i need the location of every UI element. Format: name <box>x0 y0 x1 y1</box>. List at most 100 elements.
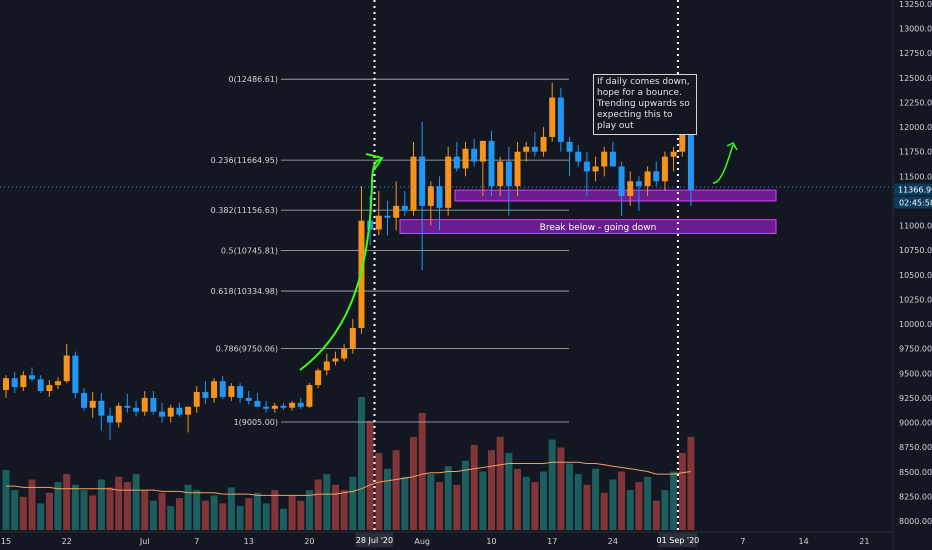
candle <box>653 161 660 187</box>
fibonacci-retracement[interactable]: 0(12486.61) 0.236(11664.95) 0.382(11156.63… <box>211 75 569 427</box>
candle-body <box>245 397 252 401</box>
candle-body <box>488 140 495 187</box>
price-tick-label: 8500.00 <box>899 468 932 477</box>
price-tick-label: 10250.00 <box>899 295 932 304</box>
candle <box>263 400 270 413</box>
volume-bar <box>11 490 19 530</box>
candle <box>479 140 486 197</box>
candle-body <box>289 402 296 408</box>
candle <box>107 407 114 441</box>
price-tick-label: 9750.00 <box>899 345 932 354</box>
price-tick-label: 10750.00 <box>899 246 932 255</box>
annotation-note[interactable]: If daily comes down, hope for a bounce. … <box>593 74 697 135</box>
candle-body <box>46 385 53 392</box>
volume-bar <box>141 490 149 530</box>
candle <box>505 146 512 216</box>
candle-body <box>29 375 36 380</box>
time-axis[interactable]: 15 22 Jul 7 13 20 Aug 10 17 24 7 14 21 28 Jul '20 01 S… <box>0 531 893 550</box>
volume-bar <box>54 482 62 530</box>
candle <box>193 386 200 413</box>
candle <box>323 353 330 376</box>
volume-bar <box>410 436 417 530</box>
zones[interactable]: Break below - going down <box>399 189 777 234</box>
time-tick-label: 20 <box>304 537 314 546</box>
candle <box>55 377 62 390</box>
volume-bar <box>323 474 331 530</box>
volume-bar <box>305 490 313 530</box>
volume-bar <box>358 397 365 530</box>
volume-bar <box>392 450 400 530</box>
candle-body <box>479 140 486 162</box>
candle <box>211 378 218 403</box>
volume-bar <box>245 498 253 530</box>
candle-body <box>375 215 382 230</box>
candle <box>341 343 348 362</box>
candle-body <box>618 166 625 197</box>
candle <box>375 191 382 236</box>
volume-bar <box>488 450 495 530</box>
volume-bar <box>566 463 573 530</box>
candle-body <box>349 327 356 349</box>
candle-body <box>115 405 122 423</box>
candle <box>271 402 278 413</box>
candle <box>254 392 261 407</box>
candle <box>167 404 174 423</box>
candle-body <box>323 361 330 371</box>
green-arrow-large-head <box>365 153 384 171</box>
candle <box>289 400 296 411</box>
candle-body <box>185 406 192 415</box>
candle <box>401 191 408 216</box>
volume-bar <box>219 503 227 530</box>
volume-bar <box>45 492 53 530</box>
candle-body <box>540 136 547 152</box>
candle-body <box>228 386 235 397</box>
fib-level-label: 0.5(10745.81) <box>221 247 278 256</box>
zone-rect <box>454 189 777 202</box>
volume-bar <box>384 468 391 530</box>
price-axis[interactable]: 13250.00 13000.00 12750.00 12500.00 12250.00… <box>892 0 932 550</box>
candle-body <box>219 381 226 397</box>
time-tick-label: 7 <box>740 537 745 546</box>
price-tick-label: 13000.00 <box>899 25 932 34</box>
candle <box>540 127 547 157</box>
volume-bar <box>479 471 487 530</box>
candle-body <box>72 355 79 393</box>
highlighted-date-box <box>658 533 697 547</box>
volume-bar <box>644 476 652 530</box>
volume-bar <box>175 498 183 530</box>
candles[interactable] <box>3 82 694 441</box>
candle <box>393 181 400 231</box>
price-tick-label: 10000.00 <box>899 320 932 329</box>
volume-bar <box>262 503 270 530</box>
candle-body <box>55 381 62 386</box>
candle <box>159 402 166 423</box>
candle-body <box>653 171 660 182</box>
volume-bar <box>592 468 600 530</box>
volume-bar <box>462 460 469 530</box>
time-tick-label: 15 <box>1 537 11 546</box>
time-tick-label: 24 <box>608 537 618 546</box>
candle <box>46 380 53 397</box>
volume-bar <box>436 482 443 530</box>
volume-bar <box>505 452 513 530</box>
volume-bar <box>427 474 435 530</box>
fib-level-label: 0(12486.61) <box>228 75 278 84</box>
time-tick-label: 17 <box>547 537 557 546</box>
time-tick-label: Aug <box>414 537 430 546</box>
volume-bar <box>609 479 617 530</box>
candle-body <box>20 375 27 388</box>
countdown-box <box>894 196 932 209</box>
candle-body <box>419 156 426 206</box>
candle-body <box>384 215 391 218</box>
time-tick-label: 7 <box>194 537 199 546</box>
volume-bar <box>193 490 201 530</box>
candle <box>661 151 668 192</box>
candle <box>445 146 452 216</box>
candle-body <box>81 392 88 408</box>
volume-bar <box>279 508 287 530</box>
price-tick-label: 12000.00 <box>899 123 932 132</box>
volume-bar <box>618 471 626 530</box>
volume-bar <box>418 413 426 530</box>
candle <box>124 393 131 413</box>
